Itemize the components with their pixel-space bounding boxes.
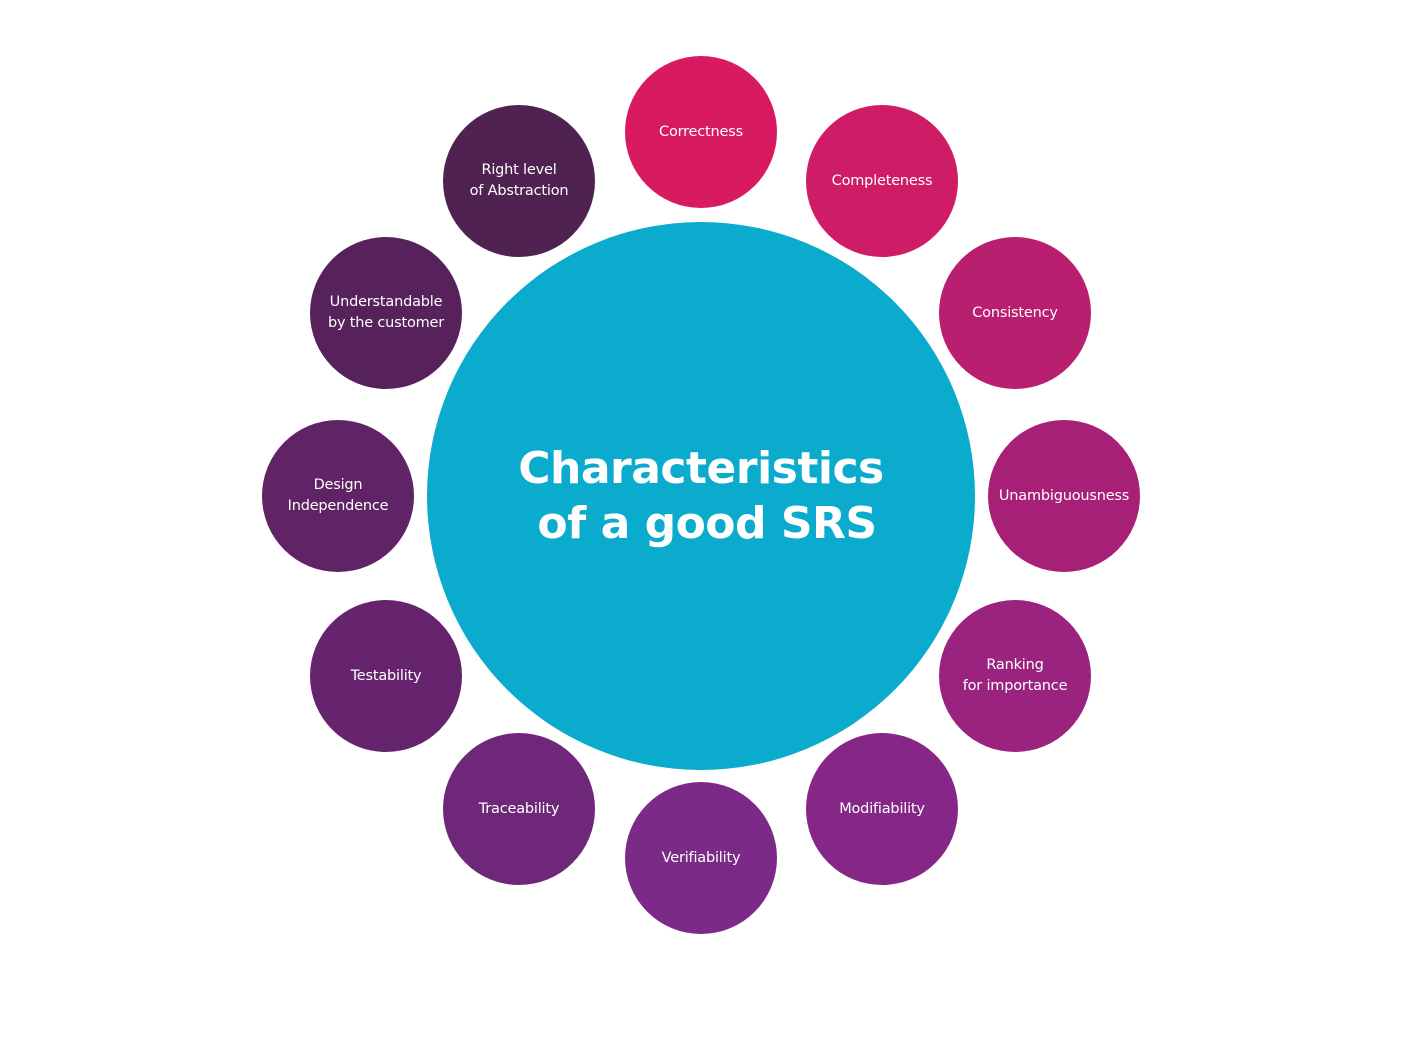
node-consistency: Consistency xyxy=(939,237,1091,389)
node-label: Consistency xyxy=(972,304,1058,321)
node-understandable-by-customer: Understandable by the customer xyxy=(310,237,462,389)
node-label: Design xyxy=(313,477,363,493)
node-label: for importance xyxy=(962,678,1068,694)
node-label: Modifiability xyxy=(839,800,925,817)
node-right-level-of-abstraction: Right level of Abstraction xyxy=(443,105,595,257)
node-label: Traceability xyxy=(478,800,560,817)
node-label: of Abstraction xyxy=(469,183,569,199)
center-title: Characteristics of a good SRS xyxy=(518,441,884,551)
node-ranking-for-importance: Ranking for importance xyxy=(939,600,1091,752)
node-traceability: Traceability xyxy=(443,733,595,885)
node-label: Independence xyxy=(287,498,389,514)
node-modifiability: Modifiability xyxy=(806,733,958,885)
center-title-line2: of a good SRS xyxy=(537,498,877,549)
node-label: Right level xyxy=(481,162,557,178)
node-label: Testability xyxy=(350,667,422,684)
node-label: by the customer xyxy=(327,315,445,331)
node-verifiability: Verifiability xyxy=(625,782,777,934)
node-label: Correctness xyxy=(659,123,743,140)
node-design-independence: Design Independence xyxy=(262,420,414,572)
node-label: Completeness xyxy=(831,172,933,189)
node-label: Unambiguousness xyxy=(998,487,1130,504)
node-testability: Testability xyxy=(310,600,462,752)
node-unambiguousness: Unambiguousness xyxy=(988,420,1140,572)
node-completeness: Completeness xyxy=(806,105,958,257)
node-label: Verifiability xyxy=(661,849,741,866)
center-title-line1: Characteristics xyxy=(518,443,884,494)
node-label: Ranking xyxy=(986,657,1044,673)
node-correctness: Correctness xyxy=(625,56,777,208)
node-label: Understandable xyxy=(329,294,443,310)
center-circle: Characteristics of a good SRS xyxy=(427,222,975,770)
